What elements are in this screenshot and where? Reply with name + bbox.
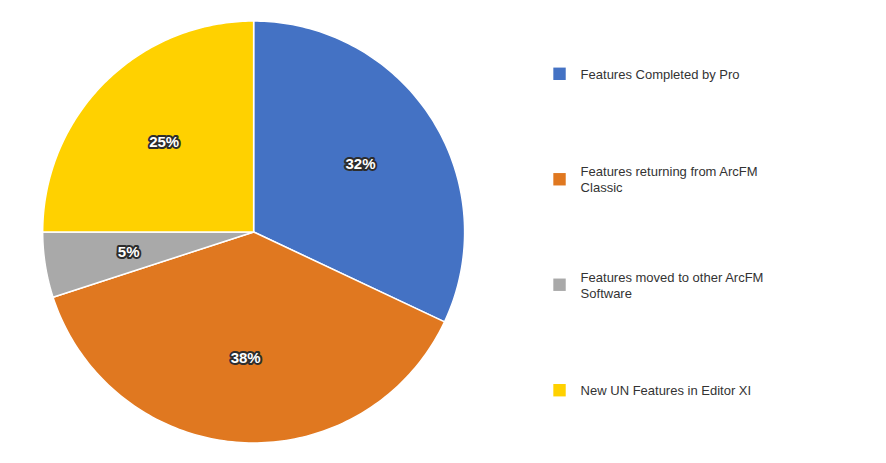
svg-text:5%: 5%: [118, 243, 140, 260]
svg-text:25%: 25%: [149, 133, 179, 150]
svg-text:Features returning from ArcFMC: Features returning from ArcFMClassic: [581, 164, 758, 195]
svg-text:Features moved to other ArcFMS: Features moved to other ArcFMSoftware: [581, 270, 764, 301]
svg-text:32%: 32%: [345, 155, 375, 172]
svg-text:38%: 38%: [231, 349, 261, 366]
svg-text:Features Completed by Pro: Features Completed by Pro: [581, 67, 740, 82]
svg-text:New UN Features in Editor XI: New UN Features in Editor XI: [581, 383, 752, 398]
